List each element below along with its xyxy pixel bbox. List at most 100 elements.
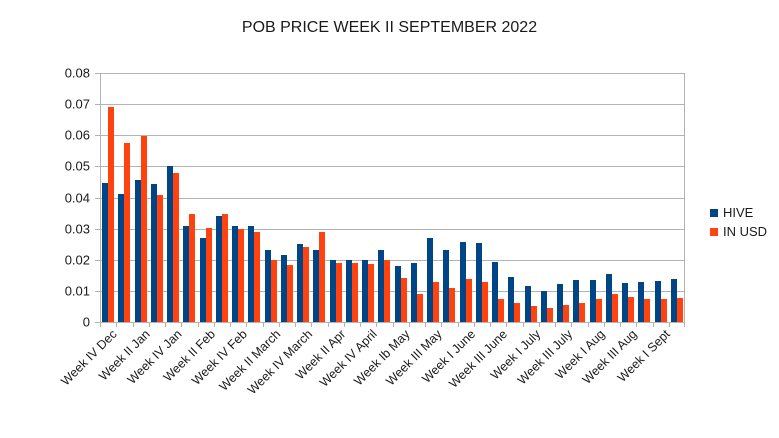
bar-in-usd [368, 264, 375, 322]
bar-in-usd [221, 214, 228, 322]
bar-hive [215, 216, 222, 322]
bar-in-usd [303, 247, 310, 322]
legend-swatch-in-usd [710, 227, 718, 236]
y-tick-label: 0.02 [64, 252, 90, 268]
bar-in-usd [628, 297, 635, 322]
bar-in-usd [563, 304, 570, 322]
bar-in-usd [676, 297, 683, 322]
x-tick-mark [490, 322, 491, 327]
bar-hive [654, 280, 661, 322]
y-tick-label: 0.01 [64, 283, 90, 299]
bar-hive [475, 242, 482, 322]
bar-hive [102, 182, 109, 322]
bar-hive [362, 259, 369, 322]
x-tick-mark [295, 322, 296, 327]
bar-in-usd [465, 279, 472, 322]
legend-swatch-hive [710, 208, 718, 217]
x-tick-mark [457, 322, 459, 327]
x-tick-mark [262, 322, 264, 327]
bar-in-usd [481, 282, 488, 322]
x-tick-mark [425, 322, 426, 327]
bar-hive [589, 280, 596, 322]
x-tick-mark [278, 322, 280, 327]
bar-hive [232, 225, 239, 322]
gridline [100, 228, 685, 230]
x-tick-mark [538, 322, 540, 327]
bar-hive [248, 225, 255, 322]
bar-hive [638, 282, 645, 322]
legend-item-hive: HIVE [710, 203, 767, 222]
bar-hive [622, 282, 629, 322]
y-tick-label: 0.08 [64, 65, 90, 81]
bar-in-usd [384, 259, 391, 322]
bar-in-usd [433, 281, 440, 322]
bar-hive [427, 237, 434, 322]
x-tick-mark [668, 322, 670, 327]
bar-in-usd [335, 262, 342, 322]
y-tick-mark [95, 104, 100, 106]
y-tick-label: 0.03 [64, 221, 90, 237]
bar-hive [540, 290, 547, 322]
bar-hive [443, 250, 450, 322]
x-tick-mark [230, 322, 231, 327]
y-tick-mark [95, 228, 100, 230]
bar-hive [313, 250, 320, 322]
x-tick-mark [148, 322, 150, 327]
x-tick-mark [116, 322, 118, 327]
y-tick-label: 0.05 [64, 158, 90, 174]
x-tick-mark [213, 322, 215, 327]
x-tick-mark [343, 322, 345, 327]
bar-in-usd [270, 259, 277, 322]
x-tick-mark [392, 322, 394, 327]
y-tick-label: 0.06 [64, 127, 90, 143]
bar-hive [167, 166, 174, 322]
bar-in-usd [254, 231, 261, 322]
plot-area [100, 73, 685, 323]
x-tick-mark [506, 322, 508, 327]
y-tick-label: 0.07 [64, 96, 90, 112]
x-tick-mark [620, 322, 621, 327]
y-tick-label: 0 [82, 314, 90, 330]
bar-in-usd [286, 265, 293, 322]
x-tick-mark [327, 322, 329, 327]
bar-in-usd [189, 214, 196, 322]
bar-hive [670, 279, 677, 322]
x-tick-mark [246, 322, 248, 327]
gridline [100, 259, 685, 261]
x-tick-mark [311, 322, 313, 327]
x-tick-mark [197, 322, 199, 327]
bar-hive [524, 286, 531, 322]
legend: HIVE IN USD [710, 203, 767, 241]
bar-hive [280, 255, 287, 322]
bar-hive [264, 250, 271, 322]
bar-hive [150, 184, 157, 322]
x-tick-mark [522, 322, 524, 327]
bar-hive [183, 225, 190, 322]
bar-hive [410, 262, 417, 322]
bar-hive [459, 242, 466, 322]
gridline [100, 135, 685, 137]
y-tick-mark [95, 166, 100, 168]
x-tick-mark [181, 322, 183, 327]
bar-in-usd [351, 262, 358, 322]
y-tick-label: 0.04 [64, 190, 90, 205]
bar-in-usd [400, 278, 407, 322]
bar-hive [329, 259, 336, 322]
bar-in-usd [140, 135, 147, 322]
bar-hive [394, 265, 401, 322]
bar-hive [199, 237, 206, 322]
x-tick-mark [603, 322, 605, 327]
bar-hive [605, 274, 612, 322]
x-tick-mark [165, 322, 166, 327]
x-tick-mark [360, 322, 361, 327]
bar-in-usd [595, 299, 602, 322]
gridline [100, 290, 685, 292]
gridline [100, 73, 685, 74]
gridline [100, 197, 685, 199]
chart-title: POB PRICE WEEK II SEPTEMBER 2022 [241, 19, 538, 36]
bar-in-usd [108, 107, 115, 322]
bar-hive [492, 261, 499, 322]
y-tick-mark [95, 259, 100, 261]
legend-item-in-usd: IN USD [710, 222, 767, 241]
gridline [100, 166, 685, 168]
